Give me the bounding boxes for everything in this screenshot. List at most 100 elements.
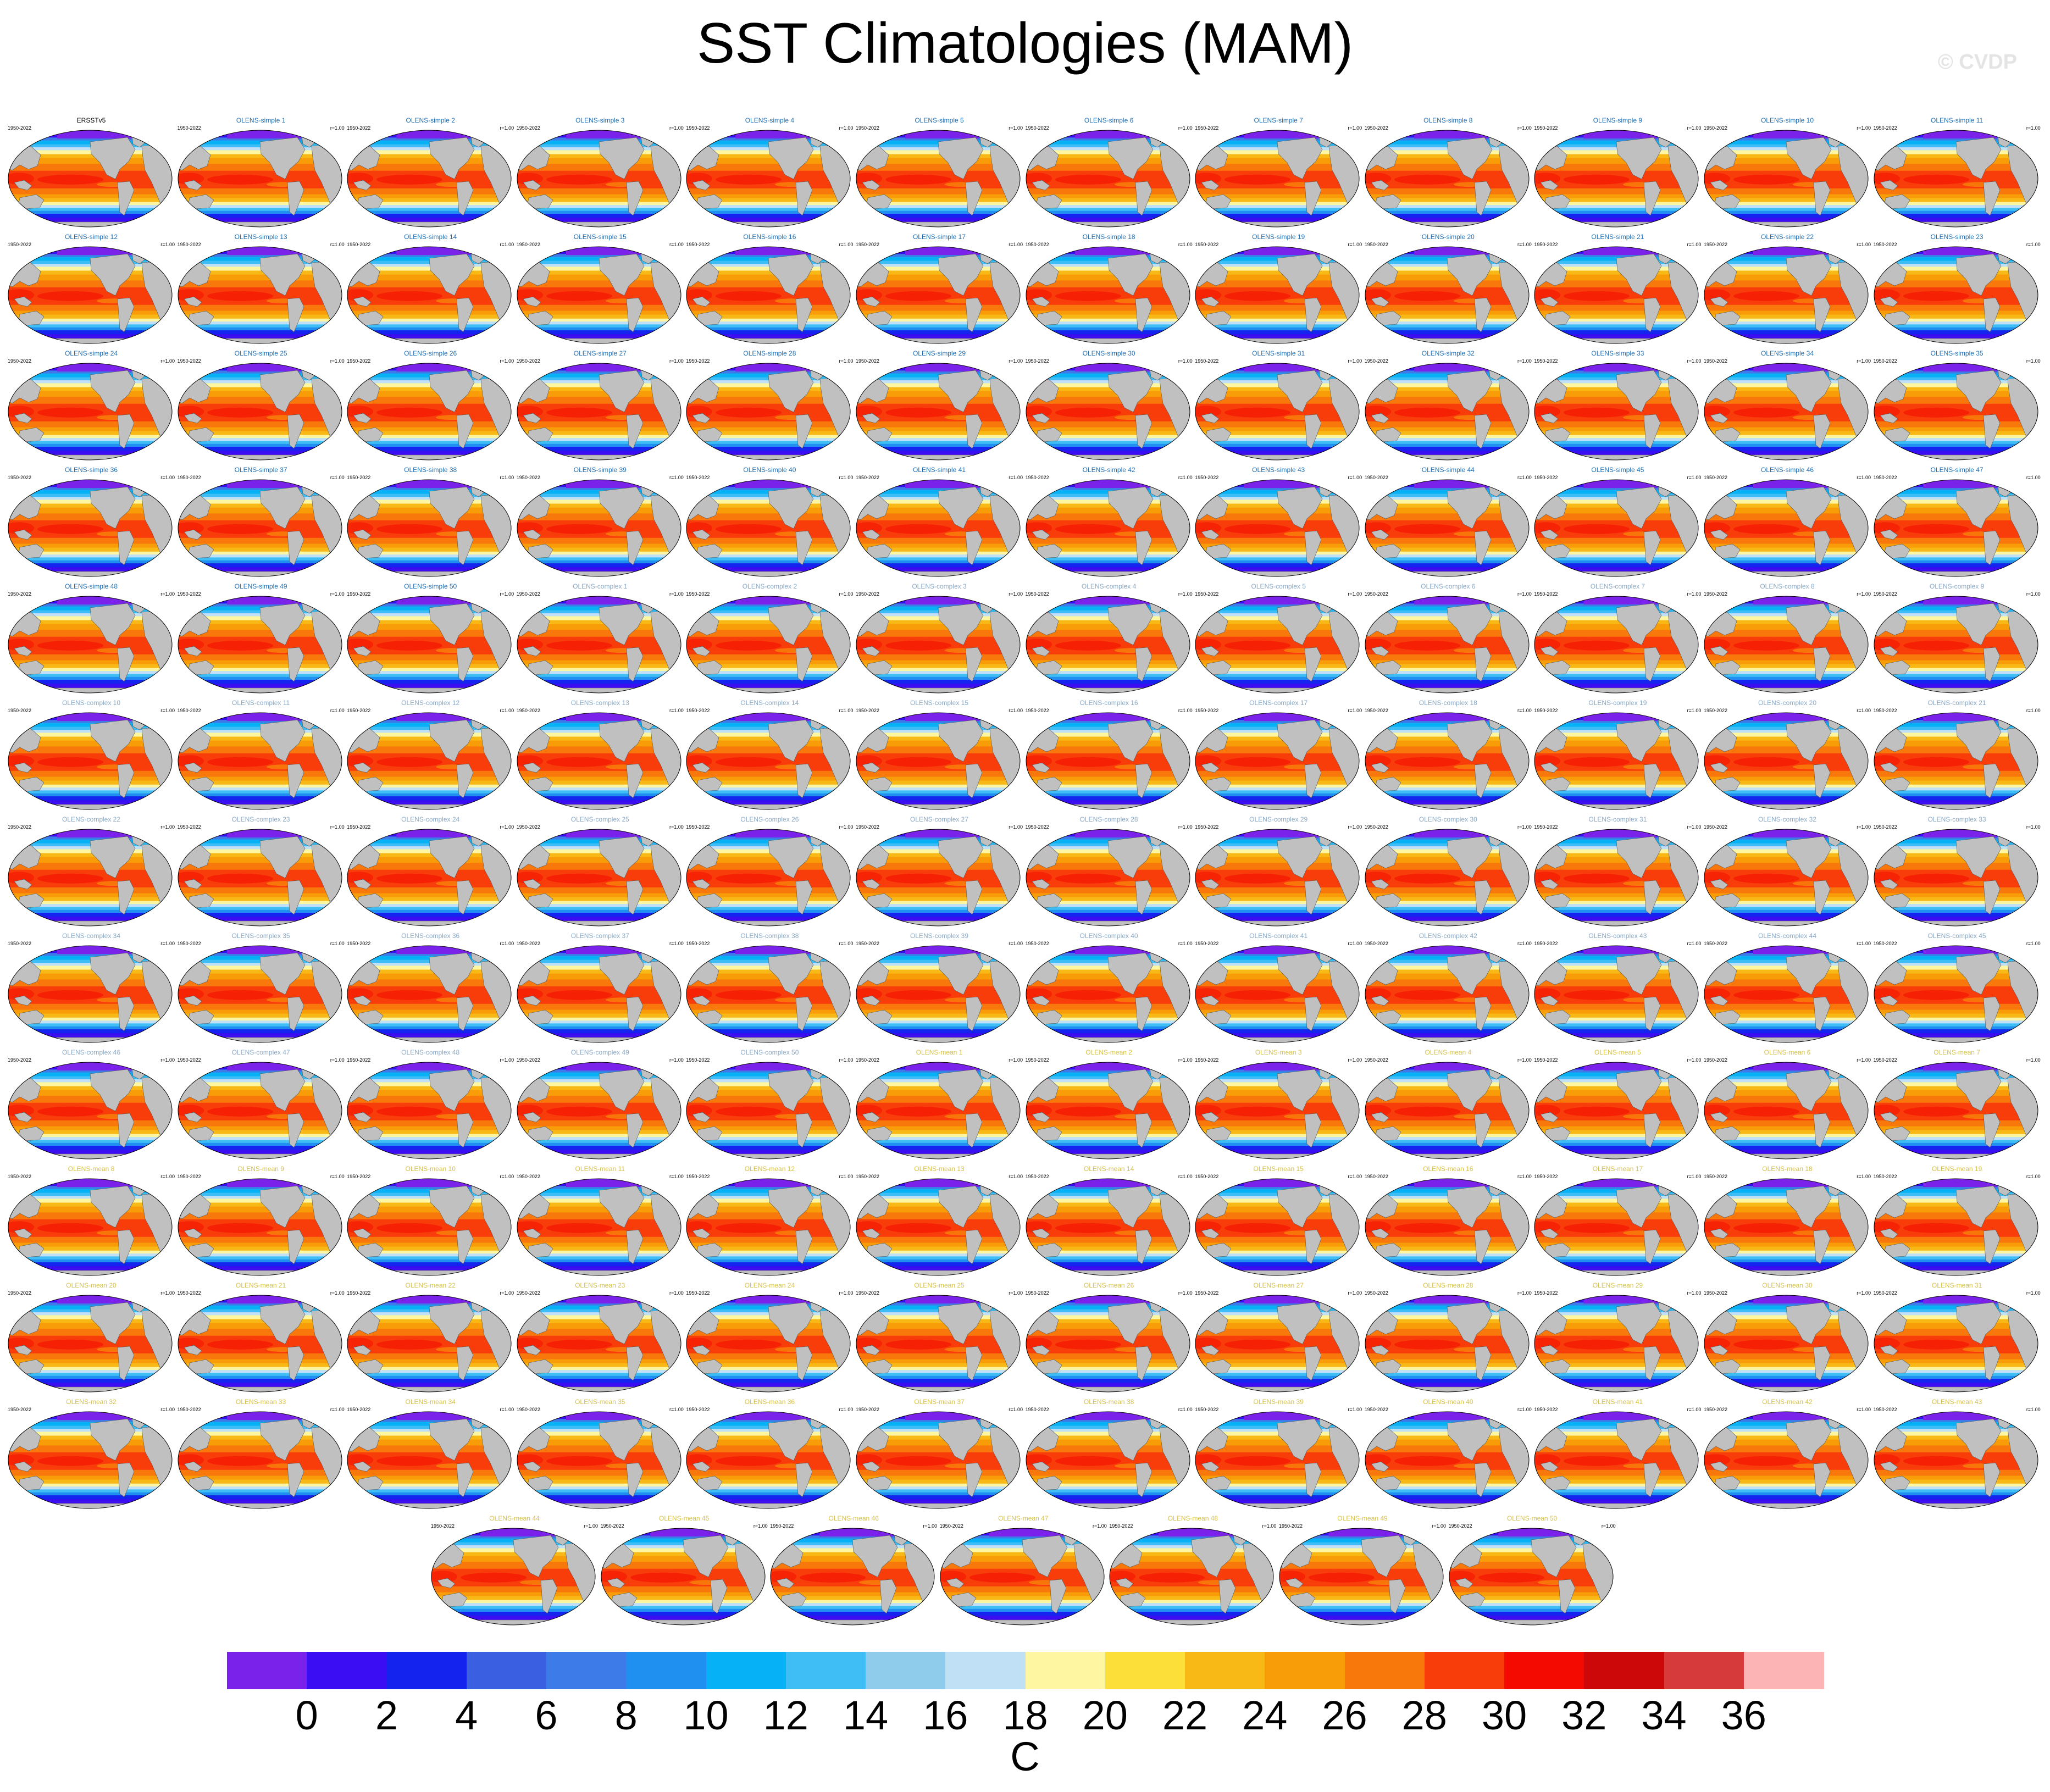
panel-title: OLENS-simple 16 bbox=[743, 233, 796, 241]
panel-r: r=1.00 bbox=[1348, 591, 1362, 597]
map-panel: OLENS-complex 28 1950-2022 r=1.00 bbox=[1026, 815, 1193, 928]
panel-years: 1950-2022 bbox=[516, 125, 540, 131]
panel-title: OLENS-complex 35 bbox=[231, 932, 290, 940]
panel-years: 1950-2022 bbox=[177, 1290, 201, 1296]
panel-years: 1950-2022 bbox=[1364, 125, 1388, 131]
panel-r: r=1.00 bbox=[1687, 1407, 1702, 1412]
map-panel: OLENS-complex 30 1950-2022 r=1.00 bbox=[1365, 815, 1532, 928]
map-panel: OLENS-complex 42 1950-2022 r=1.00 bbox=[1365, 932, 1532, 1044]
panel-r: r=1.00 bbox=[1348, 824, 1362, 830]
sst-map bbox=[856, 945, 1021, 1043]
panel-title: OLENS-simple 50 bbox=[404, 582, 457, 590]
sst-map bbox=[517, 479, 682, 577]
panel-r: r=1.00 bbox=[1687, 941, 1702, 946]
panel-r: r=1.00 bbox=[1857, 1174, 1871, 1179]
map-panel: OLENS-simple 32 1950-2022 r=1.00 bbox=[1365, 349, 1532, 462]
panel-title: OLENS-complex 19 bbox=[1588, 699, 1647, 707]
panel-years: 1950-2022 bbox=[1873, 1290, 1897, 1296]
map-panel: OLENS-complex 1 1950-2022 r=1.00 bbox=[517, 582, 684, 695]
panel-r: r=1.00 bbox=[330, 358, 345, 364]
panel-title: OLENS-simple 32 bbox=[1421, 349, 1475, 357]
panel-title: OLENS-mean 36 bbox=[744, 1398, 795, 1406]
map-panel: OLENS-simple 33 1950-2022 r=1.00 bbox=[1534, 349, 1701, 462]
panel-years: 1950-2022 bbox=[1704, 708, 1728, 713]
panel-title: OLENS-complex 25 bbox=[570, 815, 629, 823]
panel-r: r=1.00 bbox=[1517, 824, 1532, 830]
panel-title: OLENS-complex 10 bbox=[62, 699, 121, 707]
colorbar-swatch bbox=[866, 1652, 946, 1689]
panel-title: OLENS-simple 49 bbox=[234, 582, 287, 590]
panel-title: OLENS-simple 20 bbox=[1421, 233, 1475, 241]
sst-map bbox=[178, 246, 342, 344]
panel-years: 1950-2022 bbox=[1704, 1407, 1728, 1412]
map-panel: OLENS-simple 1 1950-2022 r=1.00 bbox=[178, 116, 345, 229]
panel-title: OLENS-simple 26 bbox=[404, 349, 457, 357]
panel-title: OLENS-mean 10 bbox=[405, 1165, 456, 1173]
panel-title: OLENS-simple 40 bbox=[743, 466, 796, 474]
panel-r: r=1.00 bbox=[1517, 475, 1532, 480]
colorbar-swatch bbox=[785, 1652, 866, 1689]
sst-map bbox=[1365, 246, 1530, 344]
panel-years: 1950-2022 bbox=[686, 242, 710, 247]
panel-title: OLENS-complex 18 bbox=[1419, 699, 1477, 707]
panel-years: 1950-2022 bbox=[856, 475, 880, 480]
panel-r: r=1.00 bbox=[1857, 591, 1871, 597]
panel-title: OLENS-mean 43 bbox=[1931, 1398, 1982, 1406]
sst-map bbox=[1365, 596, 1530, 694]
sst-map bbox=[1874, 829, 2038, 926]
map-panel: OLENS-mean 28 1950-2022 r=1.00 bbox=[1365, 1281, 1532, 1394]
map-panel: OLENS-simple 45 1950-2022 r=1.00 bbox=[1534, 466, 1701, 578]
panel-title: OLENS-complex 22 bbox=[62, 815, 121, 823]
panel-title: OLENS-complex 8 bbox=[1760, 582, 1815, 590]
panel-r: r=1.00 bbox=[500, 941, 514, 946]
sst-map bbox=[517, 712, 682, 810]
panel-title: OLENS-simple 28 bbox=[743, 349, 796, 357]
panel-title: OLENS-simple 19 bbox=[1252, 233, 1305, 241]
panel-years: 1950-2022 bbox=[8, 1407, 32, 1412]
map-panel: OLENS-mean 35 1950-2022 r=1.00 bbox=[517, 1398, 684, 1510]
colorbar-swatch bbox=[945, 1652, 1026, 1689]
sst-map bbox=[1704, 363, 1869, 461]
map-panel: OLENS-mean 17 1950-2022 r=1.00 bbox=[1534, 1165, 1701, 1277]
map-panel: OLENS-simple 10 1950-2022 r=1.00 bbox=[1704, 116, 1871, 229]
panel-title: OLENS-simple 21 bbox=[1591, 233, 1644, 241]
sst-map bbox=[1704, 1062, 1869, 1159]
panel-years: 1950-2022 bbox=[1873, 708, 1897, 713]
sst-map bbox=[517, 363, 682, 461]
panel-r: r=1.00 bbox=[2026, 941, 2041, 946]
panel-years: 1950-2022 bbox=[686, 1057, 710, 1063]
sst-map bbox=[856, 1178, 1021, 1276]
panel-title: OLENS-mean 23 bbox=[575, 1281, 625, 1289]
panel-years: 1950-2022 bbox=[8, 242, 32, 247]
map-panel: OLENS-complex 26 1950-2022 r=1.00 bbox=[686, 815, 853, 928]
sst-map bbox=[347, 246, 512, 344]
panel-title: OLENS-complex 4 bbox=[1081, 582, 1137, 590]
panel-title: OLENS-simple 11 bbox=[1931, 116, 1983, 124]
map-panel: OLENS-simple 2 1950-2022 r=1.00 bbox=[347, 116, 514, 229]
map-panel: OLENS-complex 41 1950-2022 r=1.00 bbox=[1195, 932, 1362, 1044]
map-panel: OLENS-mean 13 1950-2022 r=1.00 bbox=[856, 1165, 1023, 1277]
panel-title: OLENS-mean 30 bbox=[1762, 1281, 1813, 1289]
panel-years: 1950-2022 bbox=[686, 591, 710, 597]
panel-years: 1950-2022 bbox=[1534, 941, 1558, 946]
sst-map bbox=[8, 1178, 173, 1276]
map-panel: OLENS-mean 14 1950-2022 r=1.00 bbox=[1026, 1165, 1193, 1277]
colorbar-swatch bbox=[1025, 1652, 1106, 1689]
panel-title: OLENS-mean 16 bbox=[1423, 1165, 1473, 1173]
sst-map bbox=[856, 479, 1021, 577]
panel-title: OLENS-simple 13 bbox=[234, 233, 287, 241]
panel-years: 1950-2022 bbox=[856, 242, 880, 247]
panel-years: 1950-2022 bbox=[1025, 1407, 1049, 1412]
panel-r: r=1.00 bbox=[1687, 125, 1702, 131]
panel-years: 1950-2022 bbox=[1025, 475, 1049, 480]
sst-map bbox=[1704, 246, 1869, 344]
map-panel: OLENS-simple 6 1950-2022 r=1.00 bbox=[1026, 116, 1193, 229]
panel-years: 1950-2022 bbox=[1873, 358, 1897, 364]
sst-map bbox=[1026, 479, 1190, 577]
panel-title: OLENS-complex 45 bbox=[1927, 932, 1986, 940]
colorbar-swatch bbox=[1344, 1652, 1425, 1689]
map-panel: OLENS-mean 48 1950-2022 r=1.00 bbox=[1109, 1514, 1276, 1627]
panel-years: 1950-2022 bbox=[347, 242, 371, 247]
map-panel: OLENS-mean 3 1950-2022 r=1.00 bbox=[1195, 1048, 1362, 1161]
map-panel: OLENS-simple 43 1950-2022 r=1.00 bbox=[1195, 466, 1362, 578]
